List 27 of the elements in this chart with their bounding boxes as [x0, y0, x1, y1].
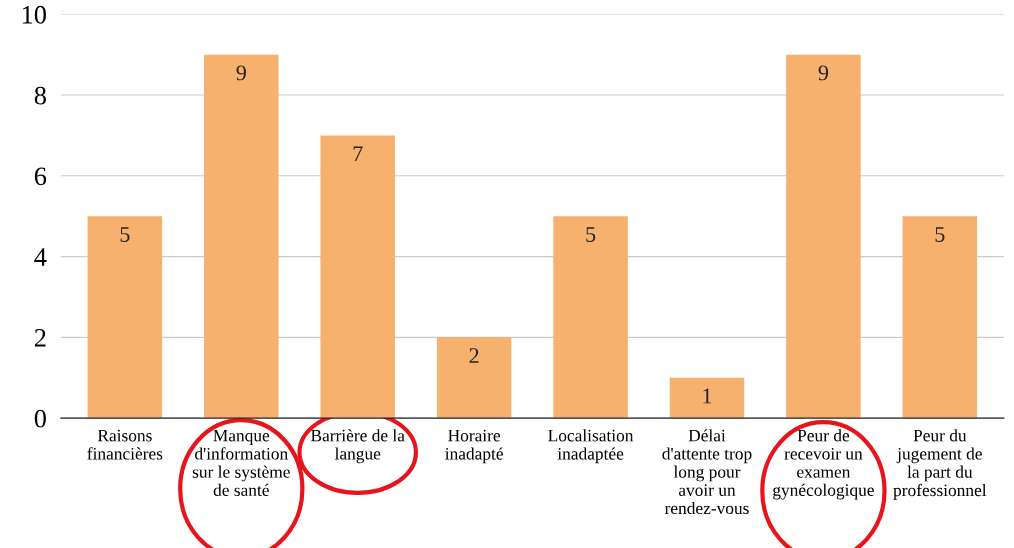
y-tick-label: 6 — [34, 167, 47, 186]
x-tick-label: Manque d'information sur le système de santé — [192, 429, 290, 496]
data-label: 1 — [703, 388, 712, 404]
x-tick-label: Peur du jugement de la part du professionnel — [893, 429, 987, 500]
x-tick-label: Barrière de la langue — [310, 429, 405, 464]
data-label: 5 — [120, 227, 130, 242]
y-tick-label: 10 — [22, 5, 46, 24]
y-tick-label: 8 — [34, 86, 46, 105]
bar — [436, 337, 512, 419]
y-tick-label: 0 — [34, 409, 46, 428]
bar — [553, 216, 628, 419]
bar — [902, 216, 978, 419]
data-label: 5 — [935, 227, 945, 242]
x-tick-label: Raisons financières — [87, 429, 163, 460]
data-label: 7 — [353, 146, 363, 161]
data-label: 9 — [818, 65, 829, 81]
x-tick-label: Localisation inadaptée — [548, 429, 634, 464]
bar — [87, 216, 163, 419]
x-tick-label: Délai d'attente trop long pour avoir un rendez-vous — [662, 429, 752, 515]
data-label: 5 — [586, 227, 596, 242]
data-label: 2 — [469, 348, 479, 363]
y-tick-label: 4 — [34, 248, 47, 266]
y-tick-label: 2 — [34, 329, 46, 347]
bar — [669, 377, 745, 419]
x-tick-label: Peur de recevoir un examen gynécologique — [773, 429, 874, 500]
x-tick-label: Horaire inadapté — [445, 429, 503, 464]
data-label: 9 — [236, 65, 246, 81]
